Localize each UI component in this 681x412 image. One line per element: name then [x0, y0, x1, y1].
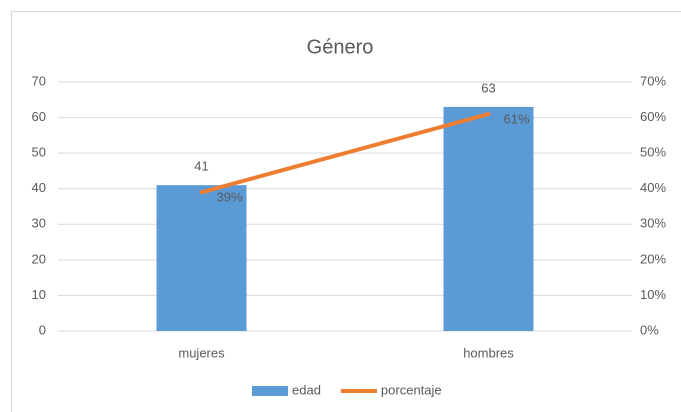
legend-label: edad	[292, 382, 321, 397]
chart-frame	[11, 11, 681, 412]
bar-label: 63	[481, 80, 495, 95]
y-tick-label: 40	[32, 180, 46, 195]
bar	[443, 106, 534, 332]
chart-title: Género	[307, 36, 374, 58]
y-tick-label: 70	[32, 73, 46, 88]
y-tick-label: 60	[32, 109, 46, 124]
legend-swatch	[252, 386, 288, 396]
y2-tick-label: 60%	[640, 109, 666, 124]
x-tick-label: mujeres	[178, 345, 225, 360]
x-tick-label: hombres	[463, 345, 514, 360]
line-label: 61%	[504, 111, 530, 126]
line	[199, 112, 491, 195]
y2-tick-label: 10%	[640, 287, 666, 302]
y-tick-label: 50	[32, 145, 46, 160]
y-tick-label: 20	[32, 251, 46, 266]
y2-tick-label: 30%	[640, 216, 666, 231]
y2-tick-label: 20%	[640, 251, 666, 266]
y2-tick-label: 0%	[640, 322, 659, 337]
legend-label: porcentaje	[381, 382, 442, 397]
y-tick-label: 30	[32, 216, 46, 231]
y-tick-label: 10	[32, 287, 46, 302]
y2-tick-label: 50%	[640, 145, 666, 160]
line-label: 39%	[217, 190, 243, 205]
y2-tick-label: 70%	[640, 73, 666, 88]
y-tick-label: 0	[39, 322, 46, 337]
bar	[156, 185, 247, 331]
y2-tick-label: 40%	[640, 180, 666, 195]
bar-label: 41	[194, 159, 208, 174]
